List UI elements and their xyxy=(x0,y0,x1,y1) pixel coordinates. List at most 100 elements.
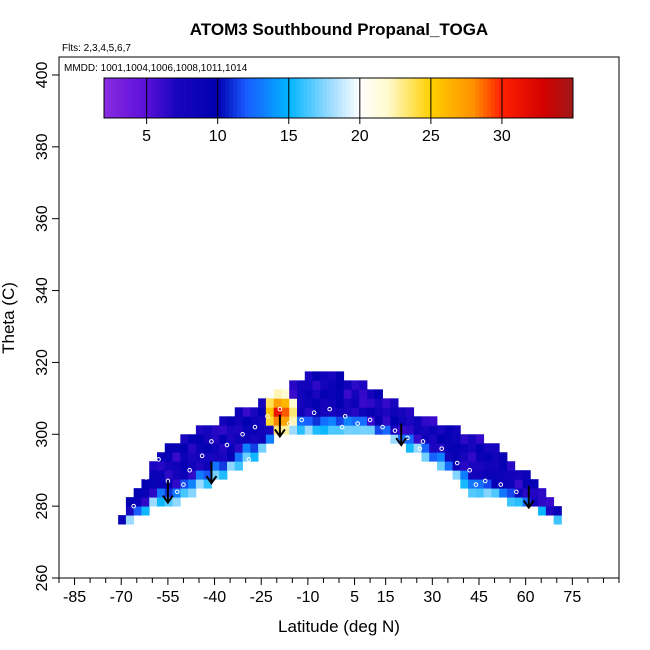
colorbar-segment xyxy=(209,78,214,118)
sample-point xyxy=(252,424,258,430)
heat-cell xyxy=(312,389,321,399)
heat-cell xyxy=(514,488,523,498)
heat-cell xyxy=(343,407,352,417)
heat-cell xyxy=(351,416,360,426)
heat-cell xyxy=(452,425,461,435)
x-tick-label: -40 xyxy=(203,589,226,606)
heat-cell xyxy=(374,416,383,426)
heat-cell xyxy=(522,488,531,498)
heat-cell xyxy=(195,479,205,489)
heat-cell xyxy=(304,425,313,435)
x-tick-label: -25 xyxy=(250,589,273,606)
heat-cell xyxy=(180,443,189,453)
heat-cell xyxy=(172,497,181,507)
sample-point xyxy=(482,478,488,484)
x-tick-label: -70 xyxy=(110,589,133,606)
colorbar-segment xyxy=(150,78,156,118)
heat-cell xyxy=(413,425,422,435)
x-tick-label: 45 xyxy=(470,589,488,606)
colorbar-segment xyxy=(186,78,191,118)
heat-cell xyxy=(297,407,306,417)
heat-cell xyxy=(157,461,166,471)
heat-cell xyxy=(320,416,329,426)
colorbar-segment xyxy=(346,78,351,118)
heat-cell xyxy=(335,425,345,435)
heat-cell xyxy=(335,389,345,399)
arrow-marker xyxy=(395,423,408,447)
heat-cell xyxy=(203,434,212,444)
heat-cell xyxy=(250,443,259,453)
heat-cell xyxy=(499,470,508,480)
colorbar-segment xyxy=(459,78,465,118)
heat-cell xyxy=(444,434,453,444)
heat-cell xyxy=(227,425,236,435)
heat-cell xyxy=(195,443,205,453)
sample-point xyxy=(454,460,460,466)
colorbar-segment xyxy=(510,78,515,118)
sample-point xyxy=(224,442,230,448)
sample-point xyxy=(355,421,360,426)
heat-cell xyxy=(304,380,313,390)
heat-cell xyxy=(195,425,205,435)
colorbar-segment xyxy=(287,78,293,118)
colorbar-segment xyxy=(315,78,320,118)
heat-cell xyxy=(227,434,236,444)
heat-cell xyxy=(320,389,329,399)
heat-cell xyxy=(491,461,500,471)
heat-cell xyxy=(452,443,461,453)
heat-cell xyxy=(382,407,391,417)
heat-cell xyxy=(460,479,469,489)
heat-cell xyxy=(367,425,376,435)
heat-cell xyxy=(281,407,290,417)
heat-cell xyxy=(195,461,205,471)
heat-cell xyxy=(312,407,321,417)
heat-cell xyxy=(475,470,485,480)
arrows xyxy=(162,414,535,510)
colorbar-segment xyxy=(182,78,187,118)
heat-cell xyxy=(468,443,477,453)
heat-cell xyxy=(398,416,407,426)
heat-cell xyxy=(468,461,477,471)
heat-cell xyxy=(359,389,368,399)
colorbar-segment xyxy=(143,78,148,118)
heat-cell xyxy=(468,488,477,498)
colorbar-segment xyxy=(401,78,406,118)
heat-cell xyxy=(483,470,492,480)
colorbar-segment xyxy=(412,78,418,118)
heat-cell xyxy=(421,452,430,462)
colorbar-segment xyxy=(225,78,230,118)
heat-cell xyxy=(320,398,329,408)
sample-point xyxy=(174,489,180,495)
colorbar-segment xyxy=(252,78,257,118)
heat-cell xyxy=(405,434,415,444)
colorbar-segment xyxy=(377,78,382,118)
heat-cell xyxy=(133,506,142,516)
heat-cell xyxy=(242,416,251,426)
heat-cell xyxy=(483,479,492,489)
heat-cell xyxy=(460,443,469,453)
colorbar-segment xyxy=(490,78,496,118)
heat-cell xyxy=(475,434,485,444)
heat-cell xyxy=(452,461,461,471)
heat-cell xyxy=(507,461,516,471)
heat-cell xyxy=(507,479,516,489)
heat-cell xyxy=(343,389,352,399)
heat-cell xyxy=(522,497,531,507)
sample-point xyxy=(467,467,472,473)
heat-cell xyxy=(211,425,220,435)
heat-cell xyxy=(219,461,228,471)
heat-cell xyxy=(429,434,438,444)
heat-cell xyxy=(242,434,251,444)
heat-cell xyxy=(180,488,189,498)
heat-cell xyxy=(180,452,189,462)
colorbar-segment xyxy=(256,78,261,118)
heat-cell xyxy=(390,434,399,444)
colorbar-segment xyxy=(385,78,390,118)
heat-cell xyxy=(444,461,453,471)
heat-cell xyxy=(491,479,500,489)
sample-point xyxy=(131,503,136,509)
heat-cell xyxy=(273,389,282,399)
colorbar-segment xyxy=(420,78,425,118)
heat-cell xyxy=(499,488,508,498)
heat-cell xyxy=(507,497,516,507)
